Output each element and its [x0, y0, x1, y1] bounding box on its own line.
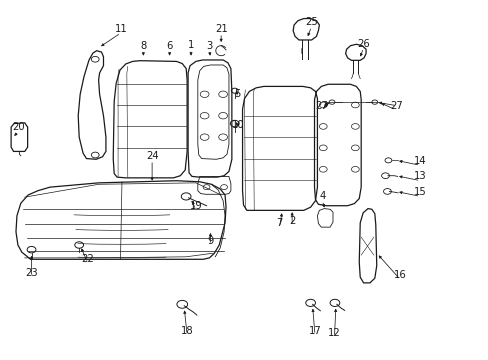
Text: 15: 15 — [413, 187, 426, 197]
Text: 6: 6 — [166, 41, 172, 51]
Text: 27: 27 — [389, 101, 402, 111]
Text: 7: 7 — [276, 218, 282, 228]
Text: 3: 3 — [206, 41, 212, 51]
Text: 8: 8 — [140, 41, 146, 51]
Text: 9: 9 — [207, 236, 213, 246]
Text: 2: 2 — [288, 216, 295, 226]
Text: 19: 19 — [189, 201, 202, 211]
Text: 17: 17 — [308, 326, 321, 336]
Text: 5: 5 — [234, 89, 241, 99]
Text: 18: 18 — [181, 326, 193, 336]
Text: 21: 21 — [214, 23, 227, 33]
Text: 1: 1 — [187, 40, 194, 50]
Text: 4: 4 — [319, 191, 325, 201]
Text: 27: 27 — [314, 101, 327, 111]
Text: 25: 25 — [305, 17, 317, 27]
Text: 10: 10 — [231, 120, 244, 130]
Text: 26: 26 — [357, 39, 369, 49]
Text: 24: 24 — [145, 151, 158, 161]
Text: 16: 16 — [393, 270, 406, 280]
Text: 14: 14 — [413, 156, 426, 166]
Text: 11: 11 — [114, 23, 127, 33]
Text: 22: 22 — [81, 253, 94, 264]
Text: 23: 23 — [25, 268, 38, 278]
Text: 20: 20 — [13, 122, 25, 132]
Text: 12: 12 — [327, 328, 340, 338]
Text: 13: 13 — [413, 171, 426, 181]
